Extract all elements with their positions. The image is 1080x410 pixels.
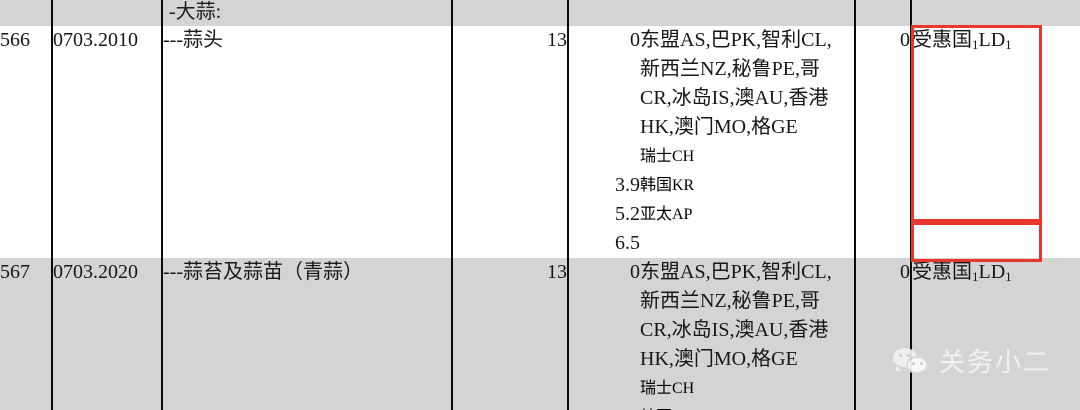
pref-country-line: 瑞士CH	[640, 380, 695, 397]
cell-special-rate: 0	[854, 258, 911, 410]
pref-country-group: 东盟AS,巴PK,智利CL, 新西兰NZ,秘鲁PE,哥 CR,冰岛IS,澳AU,…	[640, 26, 870, 142]
pref-country-group: 东盟AS,巴PK,智利CL, 新西兰NZ,秘鲁PE,哥 CR,冰岛IS,澳AU,…	[640, 258, 870, 374]
band-cell-pref-country	[640, 0, 855, 26]
special-note-text: 受惠国1LD1	[912, 258, 1080, 288]
cell-description: ---蒜头	[161, 26, 452, 258]
pref-country-line: 东盟AS,巴PK,智利CL,	[640, 29, 832, 51]
special-note-prefix: 受惠国	[912, 261, 972, 283]
cell-hs-code: 0703.2010	[51, 26, 162, 258]
band-cell-special-rate	[854, 0, 911, 26]
pref-country-line: 瑞士CH	[640, 148, 695, 165]
band-cell-mfn	[451, 0, 568, 26]
band-cell-code	[51, 0, 162, 26]
table-row[interactable]: 566 0703.2010 ---蒜头 13 0 3.9 5.2 6.5 东盟A…	[0, 26, 1080, 258]
pref-country-line: CR,冰岛IS,澳AU,香港	[640, 319, 829, 341]
cell-preferential-rates: 0 3.9 5.2 6.5	[567, 26, 640, 258]
pref-country-line: 韩国KR	[640, 403, 854, 410]
pref-country-line: HK,澳门MO,格GE	[640, 116, 798, 138]
pref-country-line: CR,冰岛IS,澳AU,香港	[640, 87, 829, 109]
cell-preferential-countries: 东盟AS,巴PK,智利CL, 新西兰NZ,秘鲁PE,哥 CR,冰岛IS,澳AU,…	[640, 26, 855, 258]
special-note-mid: LD	[978, 29, 1006, 51]
cell-preferential-rates: 0 3.9 5.2 6.5	[567, 258, 640, 410]
pref-rate: 5.2	[615, 203, 640, 225]
cell-mfn-rate: 13	[451, 258, 568, 410]
pref-rate-spacer	[569, 287, 640, 403]
pref-rate-spacer	[569, 55, 640, 171]
cell-preferential-countries: 东盟AS,巴PK,智利CL, 新西兰NZ,秘鲁PE,哥 CR,冰岛IS,澳AU,…	[640, 258, 855, 410]
category-band-row: -大蒜:	[0, 0, 1080, 26]
special-note-subscript: 1	[1005, 37, 1012, 52]
category-label: -大蒜:	[169, 1, 222, 23]
pref-country-line: 新西兰NZ,秘鲁PE,哥	[640, 290, 820, 312]
cell-hs-code: 0703.2020	[51, 258, 162, 410]
pref-country-line: 亚太AP	[640, 206, 693, 223]
pref-rate: 0	[630, 29, 640, 51]
special-note-subscript: 1	[972, 269, 979, 284]
cell-index: 566	[0, 26, 52, 258]
pref-country-line: HK,澳门MO,格GE	[640, 348, 798, 370]
pref-country-line: 韩国KR	[640, 177, 695, 194]
cell-mfn-rate: 13	[451, 26, 568, 258]
band-cell-index	[0, 0, 52, 26]
cell-special-rate: 0	[854, 26, 911, 258]
band-cell-pref-rate	[567, 0, 640, 26]
pref-rate: 3.9	[615, 174, 640, 196]
pref-rate: 6.5	[615, 232, 640, 254]
pref-country-line: 新西兰NZ,秘鲁PE,哥	[640, 58, 820, 80]
cell-description: ---蒜苔及蒜苗（青蒜）	[161, 258, 452, 410]
pref-rate: 0	[630, 261, 640, 283]
band-cell-description: -大蒜:	[161, 0, 452, 26]
special-note-mid: LD	[978, 261, 1006, 283]
cell-special-note: 受惠国1LD1	[910, 258, 1080, 410]
special-note-text: 受惠国1LD1	[912, 26, 1080, 56]
cell-index: 567	[0, 258, 52, 410]
pref-rate: 3.9	[569, 403, 640, 410]
table-row[interactable]: 567 0703.2020 ---蒜苔及蒜苗（青蒜） 13 0 3.9 5.2 …	[0, 258, 1080, 410]
special-note-subscript: 1	[1005, 269, 1012, 284]
cell-special-note: 受惠国1LD1	[910, 26, 1080, 258]
band-cell-special-note	[910, 0, 1080, 26]
special-note-subscript: 1	[972, 37, 979, 52]
special-note-prefix: 受惠国	[912, 29, 972, 51]
pref-country-line: 东盟AS,巴PK,智利CL,	[640, 261, 832, 283]
